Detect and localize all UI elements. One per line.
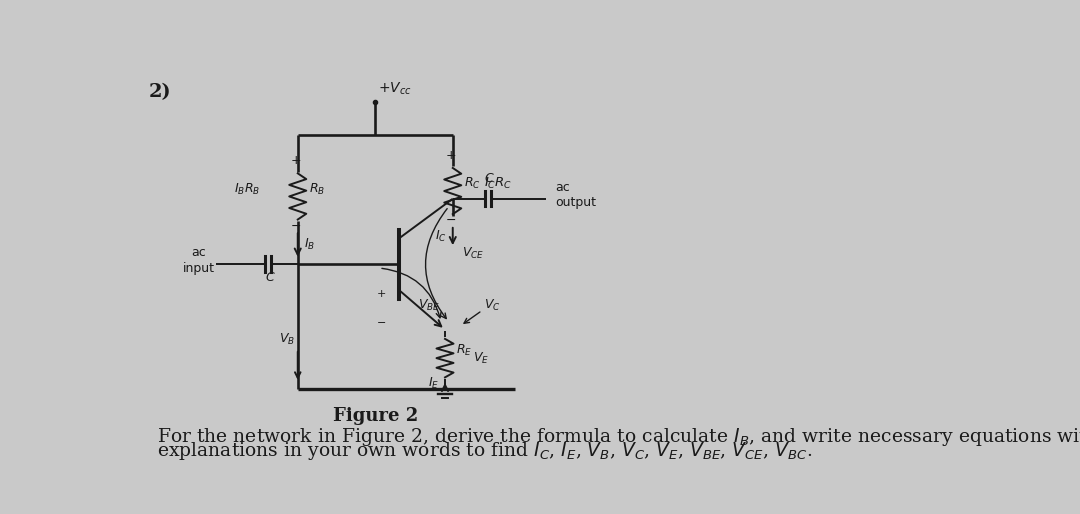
Text: $-$: $-$ (445, 213, 456, 226)
Text: input: input (183, 262, 215, 275)
Text: $I_B$: $I_B$ (303, 237, 315, 252)
Text: $-$: $-$ (377, 316, 387, 326)
Text: $C$: $C$ (265, 271, 275, 284)
Text: $V_B$: $V_B$ (279, 332, 295, 347)
Text: output: output (555, 196, 596, 209)
Text: $V_{BE}$: $V_{BE}$ (418, 298, 440, 313)
Text: $R_C$: $R_C$ (463, 176, 481, 191)
Text: $C$: $C$ (484, 172, 495, 185)
Text: $I_C$: $I_C$ (435, 229, 446, 244)
Text: $+V_{cc}$: $+V_{cc}$ (378, 81, 413, 97)
Text: $R_B$: $R_B$ (309, 181, 325, 197)
Text: $I_B R_B$: $I_B R_B$ (234, 181, 260, 197)
Text: $+$: $+$ (445, 149, 456, 162)
Text: $+$: $+$ (289, 154, 301, 167)
Text: $V_E$: $V_E$ (473, 351, 489, 366)
Text: Figure 2: Figure 2 (333, 407, 418, 425)
Text: $R_E$: $R_E$ (456, 343, 472, 358)
Text: $I_C R_C$: $I_C R_C$ (484, 176, 512, 191)
Text: $I_E$: $I_E$ (428, 376, 438, 392)
Text: $V_C$: $V_C$ (484, 298, 500, 313)
Text: $V_{CE}$: $V_{CE}$ (462, 246, 484, 261)
Text: ac: ac (191, 247, 206, 260)
Text: $-$: $-$ (289, 219, 301, 232)
Text: For the network in Figure 2, derive the formula to calculate $I_B$, and write ne: For the network in Figure 2, derive the … (157, 426, 1080, 448)
Text: ac: ac (555, 181, 570, 194)
Text: $+$: $+$ (376, 287, 387, 299)
Text: explanations in your own words to find $I_C$, $I_E$, $V_B$, $V_C$, $V_E$, $V_{BE: explanations in your own words to find $… (157, 440, 812, 462)
Text: 2): 2) (149, 83, 172, 101)
